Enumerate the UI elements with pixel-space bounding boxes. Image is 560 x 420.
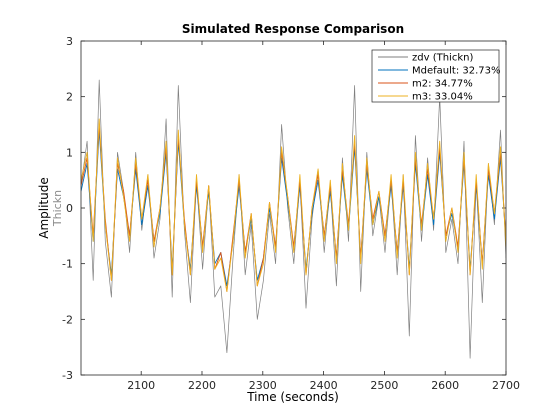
y-tick-label: 3 [66, 35, 73, 48]
series-layer [81, 79, 506, 359]
plot-frame [80, 40, 507, 376]
y-tick-label: 0 [66, 202, 73, 215]
y-tick-label: -2 [62, 313, 73, 326]
y-axis-sublabel: Thickn [51, 190, 64, 227]
legend-label: m2: 34.77% [412, 79, 473, 90]
x-tick-label: 2300 [249, 379, 277, 392]
y-axis: -3 -2 -1 0 1 2 3 [62, 35, 506, 382]
y-tick-label: -3 [62, 369, 73, 382]
legend: zdv (Thickn) Mdefault: 32.73% m2: 34.77% m3… [371, 49, 501, 103]
y-axis-label: Amplitude [37, 177, 51, 239]
x-tick-label: 2100 [127, 379, 155, 392]
x-axis: 2100 2200 2300 2400 2500 2600 2700 [127, 41, 520, 392]
legend-label: Mdefault: 32.73% [412, 66, 501, 77]
y-tick-label: -1 [62, 258, 73, 271]
legend-label: zdv (Thickn) [412, 53, 473, 64]
x-tick-label: 2500 [370, 379, 398, 392]
x-tick-label: 2600 [431, 379, 459, 392]
series-line-0 [81, 79, 506, 359]
x-tick-label: 2200 [188, 379, 216, 392]
legend-label: m3: 33.04% [412, 92, 473, 103]
chart-title: Simulated Response Comparison [182, 22, 404, 36]
legend-box [371, 49, 500, 103]
x-axis-label: Time (seconds) [246, 390, 339, 404]
y-tick-label: 2 [66, 91, 73, 104]
x-tick-label: 2700 [492, 379, 520, 392]
x-tick-label: 2400 [310, 379, 338, 392]
y-tick-label: 1 [66, 146, 73, 159]
series-line-3 [81, 118, 506, 292]
